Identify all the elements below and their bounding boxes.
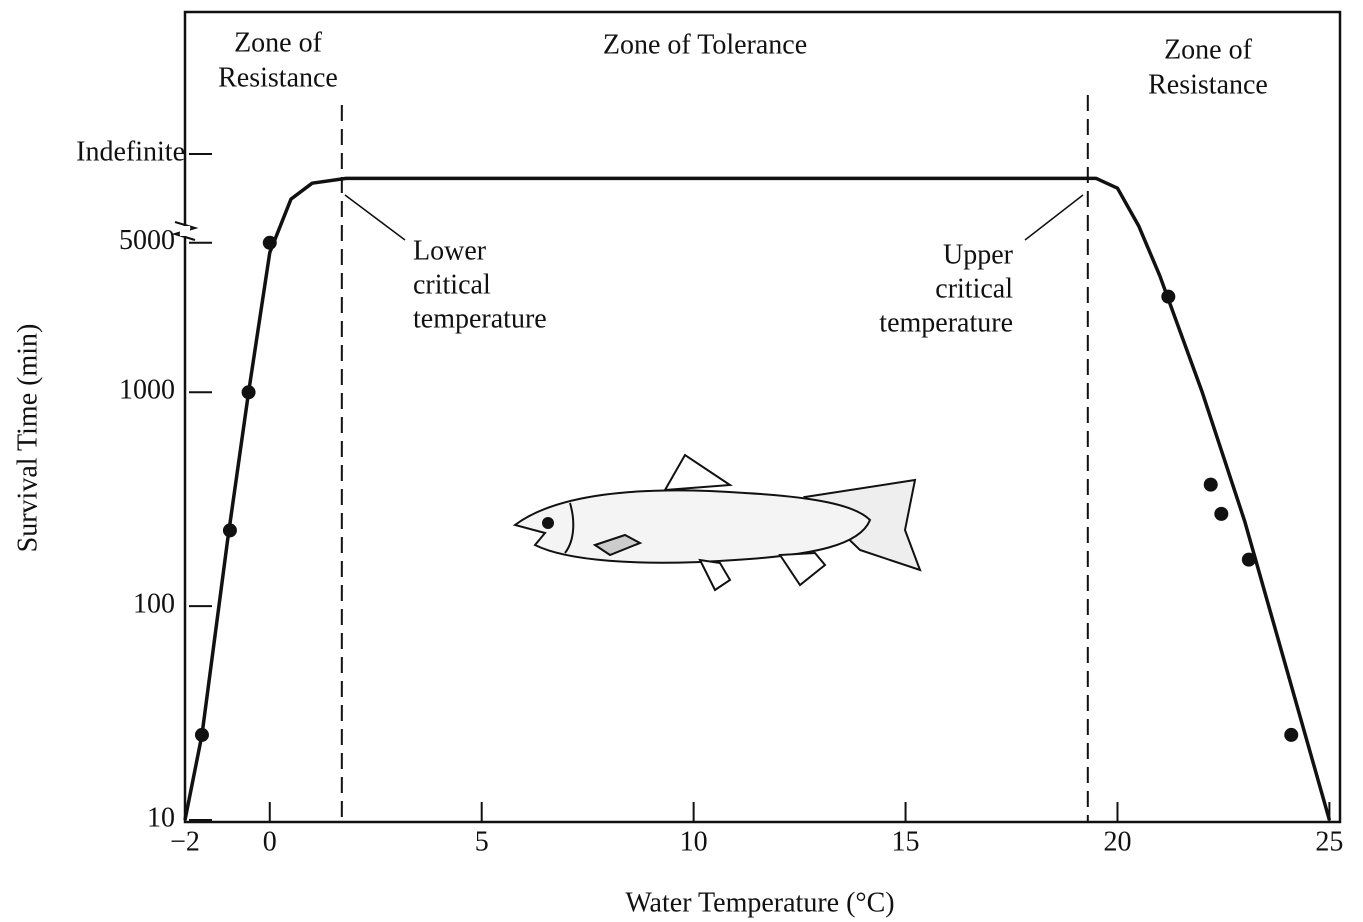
annotation: critical (413, 269, 491, 300)
y-axis-title: Survival Time (min) (12, 324, 43, 553)
data-point (1241, 552, 1256, 567)
annotation: temperature (879, 307, 1013, 338)
data-point (262, 235, 277, 250)
x-tick-label: 10 (680, 826, 708, 857)
data-point (241, 385, 256, 400)
x-axis-title: Water Temperature (°C) (625, 887, 894, 918)
x-tick-label: 15 (892, 826, 920, 857)
zone-label: Zone of Tolerance (603, 29, 807, 60)
plot-frame (183, 10, 1342, 824)
x-tick-label: −2 (170, 826, 200, 857)
x-tick-label: 20 (1103, 826, 1131, 857)
leader-line (344, 194, 406, 241)
annotation: Lower (413, 235, 487, 266)
annotation: Zone of (234, 27, 323, 58)
y-tick-label: 10 (147, 802, 175, 833)
fitted-curve (183, 176, 1332, 821)
data-point (1161, 289, 1176, 304)
leader-line (1024, 194, 1084, 241)
annotation: Upper (943, 239, 1014, 270)
data-point (1284, 727, 1299, 742)
data-point (1203, 477, 1218, 492)
y-tick-label: Indefinite (76, 136, 185, 167)
annotation: temperature (413, 303, 547, 334)
axis-break-gap (180, 226, 190, 236)
y-tick-label: 5000 (119, 225, 175, 256)
annotation: Zone of (1164, 34, 1253, 65)
x-tick-label: 5 (475, 826, 489, 857)
data-point (194, 727, 209, 742)
fish-illustration (512, 453, 922, 592)
y-tick-label: 100 (133, 589, 175, 620)
annotation: critical (935, 273, 1013, 304)
y-tick-label: 1000 (119, 375, 175, 406)
x-tick-label: 25 (1315, 826, 1343, 857)
annotation: Resistance (1148, 69, 1268, 100)
annotation: Resistance (218, 62, 338, 93)
data-point (1214, 506, 1229, 521)
x-tick-label: 0 (263, 826, 277, 857)
data-point (222, 523, 237, 538)
